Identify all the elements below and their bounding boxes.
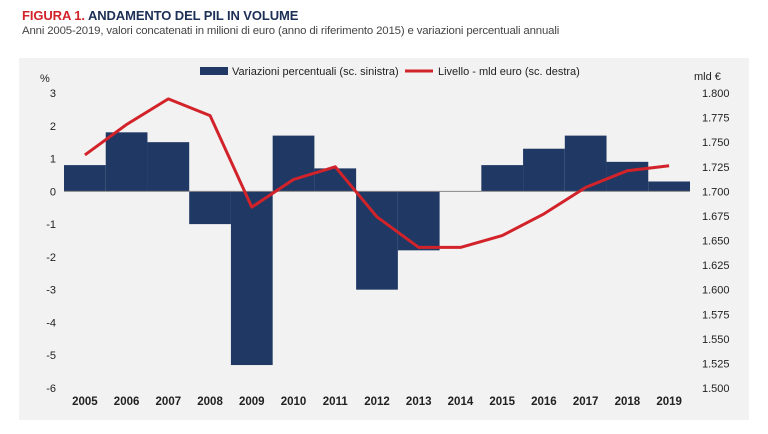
bar-2019 bbox=[648, 181, 690, 192]
bar-2008 bbox=[189, 191, 231, 225]
left-axis-unit: % bbox=[40, 73, 50, 85]
legend: Variazioni percentuali (sc. sinistra) Li… bbox=[200, 66, 580, 78]
x-tick-label: 2018 bbox=[615, 396, 641, 408]
right-tick-label: 1.675 bbox=[702, 211, 730, 223]
left-tick-label: -6 bbox=[46, 383, 56, 395]
left-tick-label: -3 bbox=[46, 285, 56, 297]
bar-2010 bbox=[272, 135, 315, 192]
x-tick-label: 2017 bbox=[573, 396, 599, 408]
x-tick-label: 2015 bbox=[489, 396, 515, 408]
right-tick-label: 1.725 bbox=[702, 162, 730, 174]
left-tick-label: -5 bbox=[46, 350, 56, 362]
right-tick-label: 1.600 bbox=[702, 285, 730, 297]
x-tick-label: 2016 bbox=[531, 396, 557, 408]
x-tick-label: 2007 bbox=[156, 396, 182, 408]
chart-subtitle: Anni 2005-2019, valori concatenati in mi… bbox=[22, 25, 560, 37]
bar-2015 bbox=[481, 165, 524, 192]
x-tick-label: 2008 bbox=[197, 396, 223, 408]
left-tick-label: -1 bbox=[46, 219, 56, 231]
right-tick-label: 1.775 bbox=[702, 113, 730, 125]
x-tick-label: 2010 bbox=[281, 396, 307, 408]
x-tick-label: 2005 bbox=[72, 396, 98, 408]
right-tick-label: 1.700 bbox=[702, 186, 730, 198]
right-axis: 1.800 1.775 1.750 1.725 1.700 1.675 1.650 1.625… bbox=[702, 88, 730, 395]
left-axis: 3 2 1 0 -1 -2 -3 -4 -5 -6 bbox=[46, 88, 56, 395]
right-tick-label: 1.800 bbox=[702, 88, 730, 100]
right-tick-label: 1.625 bbox=[702, 260, 730, 272]
legend-line-label: Livello - mld euro (sc. destra) bbox=[438, 66, 580, 78]
bar-2006 bbox=[105, 132, 148, 192]
bar-2005 bbox=[64, 165, 106, 192]
right-tick-label: 1.650 bbox=[702, 236, 730, 248]
x-tick-label: 2012 bbox=[364, 396, 390, 408]
x-tick-label: 2014 bbox=[448, 396, 474, 408]
x-axis: 2005 2006 2007 2008 2009 2010 2011 2012 2013 2014… bbox=[72, 396, 682, 408]
left-tick-label: -4 bbox=[46, 317, 56, 329]
x-tick-label: 2011 bbox=[323, 396, 349, 408]
right-tick-label: 1.550 bbox=[702, 334, 730, 346]
figure-title: ANDAMENTO DEL PIL IN VOLUME bbox=[87, 8, 299, 23]
legend-bar-swatch bbox=[200, 67, 228, 75]
left-tick-label: -2 bbox=[46, 252, 56, 264]
chart-title: FIGURA 1. ANDAMENTO DEL PIL IN VOLUME bbox=[22, 8, 298, 23]
bar-2013 bbox=[397, 191, 440, 251]
bar-2009 bbox=[230, 191, 273, 366]
x-tick-label: 2009 bbox=[239, 396, 265, 408]
left-tick-label: 3 bbox=[50, 88, 56, 100]
right-tick-label: 1.575 bbox=[702, 309, 730, 321]
x-tick-label: 2013 bbox=[406, 396, 432, 408]
right-tick-label: 1.750 bbox=[702, 137, 730, 149]
level-line bbox=[84, 97, 670, 249]
left-tick-label: 1 bbox=[50, 154, 56, 166]
bar-2007 bbox=[147, 142, 190, 192]
legend-bar-label: Variazioni percentuali (sc. sinistra) bbox=[232, 66, 399, 78]
right-tick-label: 1.500 bbox=[702, 383, 730, 395]
right-tick-label: 1.525 bbox=[702, 358, 730, 370]
bar-2012 bbox=[356, 191, 398, 290]
right-axis-unit: mld € bbox=[694, 71, 721, 83]
x-tick-label: 2019 bbox=[656, 396, 682, 408]
bar-2011 bbox=[314, 168, 357, 192]
bar-2016 bbox=[523, 148, 565, 192]
x-tick-label: 2006 bbox=[114, 396, 140, 408]
left-tick-label: 2 bbox=[50, 121, 56, 133]
bar-series bbox=[64, 132, 690, 366]
left-tick-label: 0 bbox=[50, 186, 56, 198]
figure-label: FIGURA 1. bbox=[22, 8, 85, 23]
